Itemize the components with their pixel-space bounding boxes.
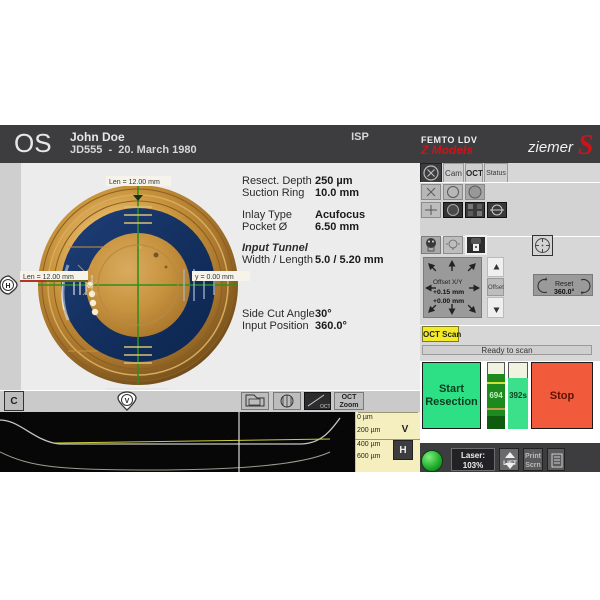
svg-text:Len = 12.00 mm: Len = 12.00 mm [109, 179, 160, 186]
svg-text:OCT: OCT [320, 404, 330, 409]
svg-text:y = 0.00 mm: y = 0.00 mm [195, 274, 234, 281]
svg-text:360.0°: 360.0° [554, 288, 575, 296]
svg-text:+0.15 mm: +0.15 mm [433, 289, 464, 296]
svg-text:Len = 12.00 mm: Len = 12.00 mm [23, 274, 74, 281]
svg-text:H: H [5, 283, 10, 290]
svg-text:V: V [125, 398, 130, 405]
svg-text:Reset: Reset [555, 281, 573, 288]
svg-text:Offset X/Y: Offset X/Y [433, 279, 463, 286]
svg-text:+0.00 mm: +0.00 mm [433, 298, 464, 305]
